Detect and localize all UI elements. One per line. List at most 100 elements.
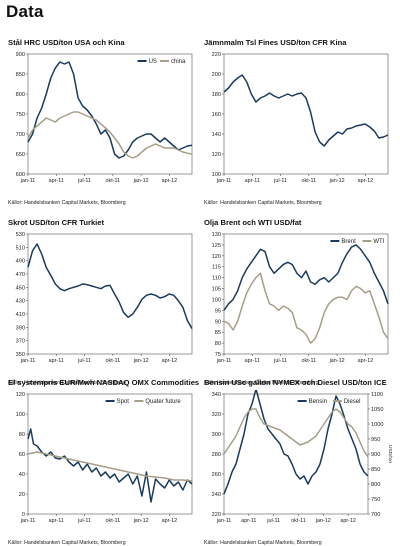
y-tick-label: 600 xyxy=(16,172,25,178)
x-tick-label: okt-11 xyxy=(106,518,121,524)
chart-panel-electricity: El systempris EUR/Mwh NASDAQ OMX Commodi… xyxy=(6,378,200,546)
y-tick-label: 160 xyxy=(212,112,221,118)
y-tick-label: 220 xyxy=(212,52,221,58)
y-tick-label: 530 xyxy=(16,232,25,238)
x-tick-label: okt-11 xyxy=(291,518,306,524)
y-tick-label: 750 xyxy=(16,112,25,118)
chart-panel-scrap: Skrot USD/ton CFR Turkiet 350 370 390 410 43… xyxy=(6,218,198,386)
y-tick-label: 120 xyxy=(212,254,221,260)
x-tick-label: okt-11 xyxy=(106,358,121,364)
y-tick-label: 110 xyxy=(212,276,221,282)
chart-oil: 75 80 85 90 95 100 105 110 115 120 125 130 jan-11 apr… xyxy=(212,232,389,364)
y-tick-label: 300 xyxy=(212,432,221,438)
y-tick-label: 0 xyxy=(22,512,25,518)
legend-label: Spot xyxy=(117,399,130,405)
x-tick-label: okt-11 xyxy=(302,178,317,184)
plot-frame xyxy=(223,233,389,355)
x-tick-label: jul-11 xyxy=(273,178,287,184)
x-tick-label: okt-11 xyxy=(106,178,121,184)
chart-source: Källor: Handelsbanken Capital Markets, B… xyxy=(8,200,126,206)
x-tick-label: jan-11 xyxy=(216,178,232,184)
series-line-quater-future xyxy=(27,451,193,482)
chart-panel-iron-ore: Jämnmalm Tsl Fines USD/ton CFR Kina 100 1… xyxy=(202,38,394,206)
series-line-wti xyxy=(223,272,389,344)
y-tick-label: 800 xyxy=(16,92,25,98)
series-line xyxy=(27,243,193,330)
y-tick-label: 350 xyxy=(16,352,25,358)
chart-fuel: 220 240 260 280 300 320 340 700 750 800 850 900 950 1… xyxy=(212,390,393,524)
y-tick-label: 430 xyxy=(16,299,25,305)
x-tick-label: apr-11 xyxy=(49,518,64,524)
y-tick-label: 700 xyxy=(16,132,25,138)
x-tick-label: apr-11 xyxy=(49,178,64,184)
y-tick-label: 120 xyxy=(16,392,25,398)
y-tick-label: 95 xyxy=(215,308,221,314)
y-tick-label: 220 xyxy=(212,512,221,518)
y2-tick-label: 1000 xyxy=(371,422,383,428)
x-tick-label: okt-11 xyxy=(302,358,317,364)
x-tick-label: apr-11 xyxy=(241,518,256,524)
y-tick-label: 130 xyxy=(212,232,221,238)
x-tick-label: apr-11 xyxy=(245,358,260,364)
plot-frame xyxy=(27,53,193,175)
y-tick-label: 75 xyxy=(215,352,221,358)
legend-label: US xyxy=(149,59,157,65)
x-tick-label: jul-11 xyxy=(77,518,91,524)
y-tick-label: 280 xyxy=(212,452,221,458)
x-tick-label: jan-12 xyxy=(133,358,149,364)
y-tick-label: 85 xyxy=(215,330,221,336)
y-tick-label: 320 xyxy=(212,412,221,418)
series-line-spot xyxy=(27,428,193,503)
chart-title: Bensin USc gallon NYMEX och Diesel USD/t… xyxy=(204,378,387,387)
y2-tick-label: 750 xyxy=(371,497,380,503)
y-tick-label: 80 xyxy=(215,341,221,347)
x-tick-label: apr-11 xyxy=(245,178,260,184)
plot-frame xyxy=(223,393,369,515)
legend-label: Brent xyxy=(341,239,356,245)
series-line xyxy=(223,74,389,147)
plot-frame xyxy=(27,233,193,355)
y-tick-label: 100 xyxy=(16,412,25,418)
y-tick-label: 90 xyxy=(215,319,221,325)
y-tick-label: 490 xyxy=(16,259,25,265)
y2-tick-label: 800 xyxy=(371,482,380,488)
y-tick-label: 60 xyxy=(19,452,25,458)
y2-tick-label: 950 xyxy=(371,437,380,443)
legend-label: Diesel xyxy=(344,399,361,405)
y-tick-label: 410 xyxy=(16,312,25,318)
chart-panel-fuel: Bensin USc gallon NYMEX och Diesel USD/t… xyxy=(202,378,394,546)
chart-panel-oil: Olja Brent och WTI USD/fat 75 80 85 90 95 100… xyxy=(202,218,394,386)
y-tick-label: 100 xyxy=(212,297,221,303)
y-tick-label: 115 xyxy=(212,265,221,271)
x-tick-label: apr-11 xyxy=(49,358,64,364)
chart-title: Skrot USD/ton CFR Turkiet xyxy=(8,218,105,227)
y-tick-label: 240 xyxy=(212,492,221,498)
x-tick-label: jan-11 xyxy=(216,358,232,364)
series-line-brent xyxy=(223,244,389,311)
chart-title: El systempris EUR/Mwh NASDAQ OMX Commodi… xyxy=(8,378,200,387)
y-tick-label: 390 xyxy=(16,325,25,331)
y-tick-label: 340 xyxy=(212,392,221,398)
y-tick-label: 125 xyxy=(212,243,221,249)
y2-tick-label: 1100 xyxy=(371,392,383,398)
y-tick-label: 40 xyxy=(19,472,25,478)
x-tick-label: jan-11 xyxy=(20,178,36,184)
x-tick-label: apr-12 xyxy=(162,518,178,524)
x-tick-label: jul-11 xyxy=(273,358,287,364)
y-tick-label: 450 xyxy=(16,285,25,291)
x-tick-label: jan-11 xyxy=(216,518,232,524)
y-tick-label: 200 xyxy=(212,72,221,78)
x-tick-label: jan-11 xyxy=(20,518,36,524)
series-line-diesel xyxy=(223,408,369,458)
chart-source: Källa Handelsbanken Capital Markets, Blo… xyxy=(204,380,319,386)
y-tick-label: 650 xyxy=(16,152,25,158)
y-tick-label: 260 xyxy=(212,472,221,478)
y-tick-label: 120 xyxy=(212,152,221,158)
x-tick-label: jul-11 xyxy=(77,358,91,364)
chart-title: Stål HRC USD/ton USA och Kina xyxy=(8,38,125,47)
x-tick-label: jul-11 xyxy=(77,178,91,184)
chart-steel-hrc: 600 650 700 750 800 850 900 jan-11 apr-11 jul-11 o… xyxy=(16,52,193,184)
x-tick-label: jul-11 xyxy=(266,518,280,524)
x-tick-label: apr-12 xyxy=(340,518,356,524)
chart-scrap: 350 370 390 410 430 450 470 490 510 530 jan-11 apr-… xyxy=(16,232,193,364)
